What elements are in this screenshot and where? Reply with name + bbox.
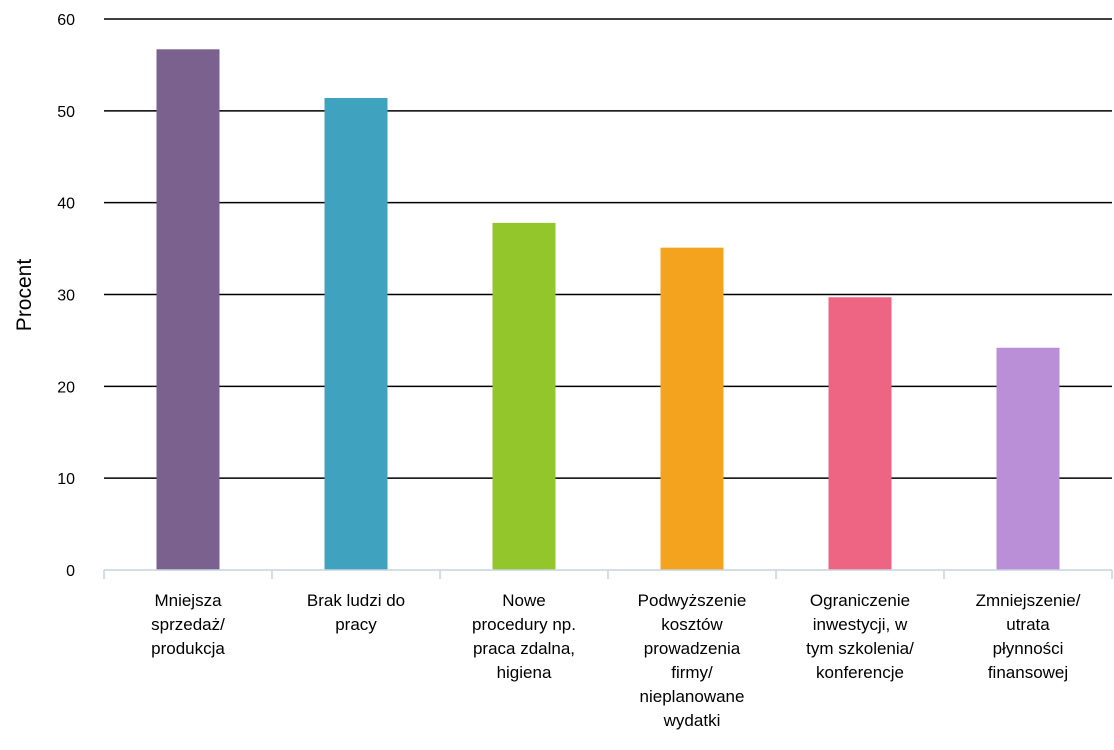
x-tick-label-line: firmy/ bbox=[671, 663, 713, 682]
bars bbox=[156, 49, 1060, 571]
x-tick-label: Mniejsza sprzedaż/produkcja bbox=[151, 591, 225, 658]
x-tick-label: Ograniczenie inwestycji, w tym szkolenia/k… bbox=[806, 591, 914, 682]
x-tick-label-line: sprzedaż/ bbox=[151, 615, 225, 634]
x-tick-label-line: konferencje bbox=[816, 663, 904, 682]
y-tick-label: 50 bbox=[57, 104, 75, 121]
x-tick-label-line: finansowej bbox=[988, 663, 1068, 682]
x-tick-label-line: Brak ludzi do bbox=[307, 591, 405, 610]
bar bbox=[324, 97, 388, 570]
x-tick-label-line: Nowe bbox=[502, 591, 545, 610]
x-tick-label-line: Podwyższenie bbox=[638, 591, 747, 610]
x-tick-labels: Mniejsza sprzedaż/produkcja Brak ludzi do p… bbox=[151, 591, 1081, 730]
x-tick-label-line: wydatki bbox=[663, 711, 721, 730]
x-axis bbox=[103, 569, 1113, 579]
x-tick-label-line: procedury np. bbox=[472, 615, 576, 634]
y-tick-label: 40 bbox=[57, 196, 75, 213]
y-tick-label: 0 bbox=[66, 563, 75, 580]
x-tick-label-line: Zmniejszenie/ bbox=[976, 591, 1081, 610]
x-tick-label: Podwyższenie kosztów prowadzenia firmy/niep… bbox=[638, 591, 747, 730]
bar bbox=[156, 49, 220, 571]
y-tick-label: 60 bbox=[57, 12, 75, 29]
x-tick-label: Zmniejszenie/utrata płynności finansowej bbox=[976, 591, 1081, 682]
x-tick-label-line: utrata bbox=[1006, 615, 1050, 634]
x-tick-label-line: higiena bbox=[497, 663, 552, 682]
bar bbox=[660, 247, 724, 571]
y-tick-label: 10 bbox=[57, 471, 75, 488]
grid-lines bbox=[104, 18, 1112, 479]
x-tick-label-line: inwestycji, w bbox=[813, 615, 908, 634]
x-tick-label-line: kosztów bbox=[661, 615, 723, 634]
x-tick-label-line: nieplanowane bbox=[640, 687, 745, 706]
y-tick-labels: 0 10 20 30 40 50 60 bbox=[57, 12, 75, 580]
y-axis-title: Procent bbox=[13, 259, 36, 332]
y-tick-label: 20 bbox=[57, 379, 75, 396]
bar bbox=[996, 347, 1060, 570]
x-tick-label-line: praca zdalna, bbox=[473, 639, 575, 658]
x-tick-label-line: pracy bbox=[335, 615, 377, 634]
x-tick-label: Nowe procedury np. praca zdalna, higiena bbox=[472, 591, 576, 682]
x-tick-label-line: produkcja bbox=[151, 639, 225, 658]
bar bbox=[828, 297, 892, 570]
bar bbox=[492, 222, 556, 570]
x-tick-label-line: Ograniczenie bbox=[810, 591, 910, 610]
x-tick-label: Brak ludzi do pracy bbox=[307, 591, 405, 634]
x-tick-label-line: Mniejsza bbox=[154, 591, 222, 610]
x-tick-label-line: płynności bbox=[993, 639, 1064, 658]
x-tick-label-line: tym szkolenia/ bbox=[806, 639, 914, 658]
y-tick-label: 30 bbox=[57, 288, 75, 305]
x-tick-label-line: prowadzenia bbox=[644, 639, 741, 658]
